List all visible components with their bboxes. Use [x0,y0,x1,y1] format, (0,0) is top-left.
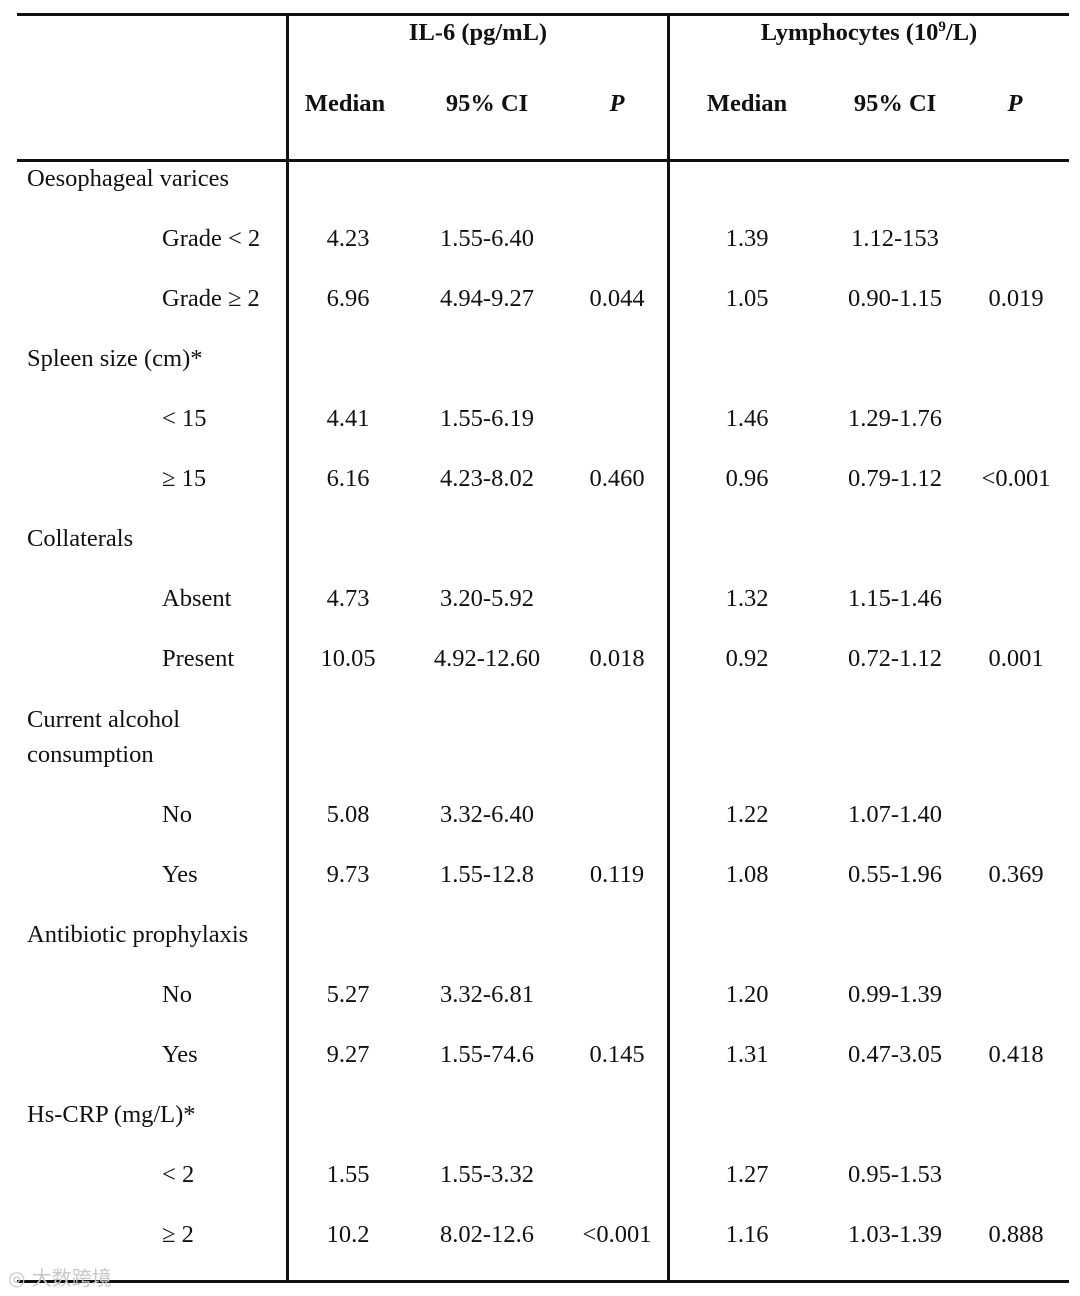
ly-median: 1.46 [725,405,769,432]
ly-ci: 0.55-1.96 [848,861,942,888]
row-label: Spleen size (cm)* [27,345,203,372]
il6-ci: 4.23-8.02 [440,465,534,492]
il6-median: 10.05 [320,645,376,672]
bottom-rule [17,1280,1069,1283]
header-lymphocytes: Lymphocytes (109/L) [760,18,978,46]
ly-ci: 0.95-1.53 [848,1161,942,1188]
header-il6: IL-6 (pg/mL) [408,19,548,46]
il6-median: 1.55 [326,1161,370,1188]
ly-ci: 0.99-1.39 [848,981,942,1008]
il6-median: 6.96 [326,285,370,312]
il6-median: 4.23 [326,225,370,252]
ly-ci: 1.03-1.39 [848,1221,942,1248]
ly-p: <0.001 [981,465,1051,492]
il6-ci: 3.20-5.92 [440,585,534,612]
ly-median: 1.20 [725,981,769,1008]
row-sublabel: Absent [162,585,232,612]
ly-ci: 1.07-1.40 [848,801,942,828]
il6-ci: 4.92-12.60 [433,645,541,672]
column-divider-middle [667,13,670,1283]
header-rule [17,159,1069,162]
il6-ci: 3.32-6.81 [440,981,534,1008]
row-label: Oesophageal varices [27,165,230,192]
header-median: Median [304,90,386,117]
il6-median: 5.27 [326,981,370,1008]
ly-median: 1.39 [725,225,769,252]
il6-ci: 1.55-12.8 [440,861,534,888]
ly-ci: 0.47-3.05 [848,1041,942,1068]
il6-p: 0.018 [589,645,645,672]
ly-median: 1.16 [725,1221,769,1248]
il6-median: 9.73 [326,861,370,888]
row-sublabel: Yes [162,861,198,888]
row-label: Current alcohol [27,706,181,733]
ly-p: 0.001 [988,645,1044,672]
il6-ci: 8.02-12.6 [440,1221,534,1248]
row-label: Antibiotic prophylaxis [27,921,249,948]
row-label: Collaterals [27,525,134,552]
watermark: ◎ 大数跨境 [8,1266,112,1290]
ly-median: 1.27 [725,1161,769,1188]
il6-ci: 1.55-6.19 [440,405,534,432]
row-sublabel: Present [162,645,235,672]
ly-median: 1.22 [725,801,769,828]
il6-p: <0.001 [582,1221,652,1248]
header-median: Median [706,90,788,117]
ly-median: 1.32 [725,585,769,612]
ly-p: 0.369 [988,861,1044,888]
column-divider-left [286,13,289,1283]
row-sublabel: No [162,981,192,1008]
row-label: consumption [27,741,154,768]
row-sublabel: Grade ≥ 2 [162,285,260,312]
il6-median: 10.2 [326,1221,370,1248]
row-sublabel: ≥ 15 [162,465,207,492]
watermark-logo-icon: ◎ [8,1266,26,1290]
il6-ci: 4.94-9.27 [440,285,534,312]
top-rule [17,13,1069,16]
header-ci: 95% CI [853,90,937,117]
row-sublabel: < 2 [162,1161,195,1188]
ly-median: 0.96 [725,465,769,492]
ly-ci: 1.29-1.76 [848,405,942,432]
row-label: Hs-CRP (mg/L)* [27,1101,196,1128]
il6-p: 0.460 [589,465,645,492]
ly-ci: 1.15-1.46 [848,585,942,612]
il6-median: 4.73 [326,585,370,612]
header-p: P [609,90,625,117]
il6-p: 0.119 [589,861,645,888]
header-p: P [1007,90,1023,117]
ly-p: 0.019 [988,285,1044,312]
row-sublabel: Grade < 2 [162,225,261,252]
ly-median: 1.05 [725,285,769,312]
ly-p: 0.888 [988,1221,1044,1248]
header-ci: 95% CI [445,90,529,117]
ly-median: 1.31 [725,1041,769,1068]
ly-median: 0.92 [725,645,769,672]
il6-ci: 1.55-3.32 [440,1161,534,1188]
il6-median: 6.16 [326,465,370,492]
ly-p: 0.418 [988,1041,1044,1068]
row-sublabel: Yes [162,1041,198,1068]
row-sublabel: ≥ 2 [162,1221,194,1248]
il6-median: 5.08 [326,801,370,828]
ly-median: 1.08 [725,861,769,888]
il6-p: 0.044 [589,285,645,312]
il6-p: 0.145 [589,1041,645,1068]
ly-ci: 0.90-1.15 [848,285,942,312]
il6-ci: 1.55-6.40 [440,225,534,252]
row-sublabel: No [162,801,192,828]
il6-ci: 1.55-74.6 [440,1041,534,1068]
il6-median: 4.41 [326,405,370,432]
row-sublabel: < 15 [162,405,207,432]
ly-ci: 1.12-153 [851,225,939,252]
il6-median: 9.27 [326,1041,370,1068]
ly-ci: 0.72-1.12 [848,645,942,672]
il6-ci: 3.32-6.40 [440,801,534,828]
ly-ci: 0.79-1.12 [848,465,942,492]
